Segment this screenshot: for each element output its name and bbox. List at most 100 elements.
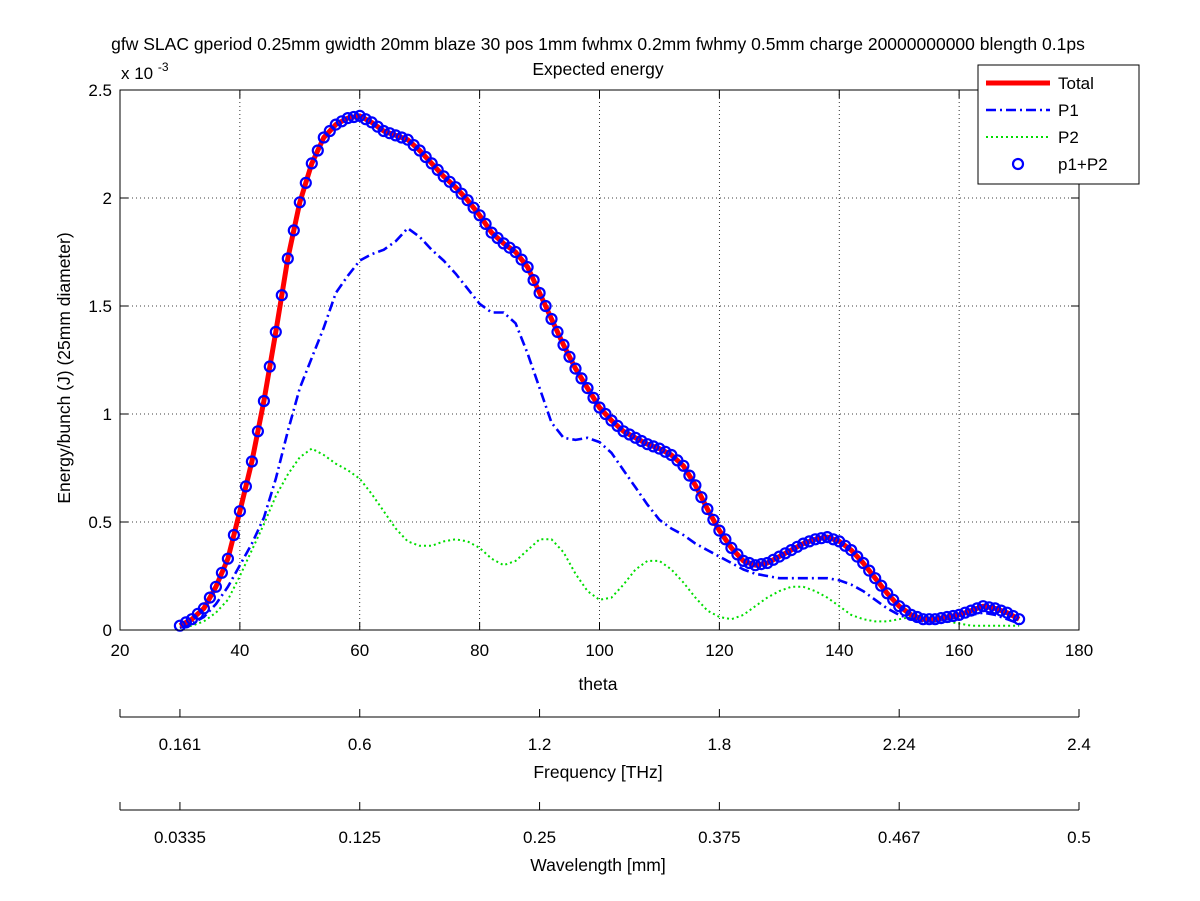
data-point [851, 550, 864, 563]
x-tick-label: 180 [1065, 641, 1093, 660]
data-point [527, 274, 540, 287]
legend-label: p1+P2 [1058, 155, 1108, 174]
data-point [587, 391, 600, 404]
data-point [359, 113, 372, 126]
data-point [269, 325, 282, 338]
data-point [821, 530, 834, 544]
data-point [863, 564, 876, 577]
series-line-p2 [179, 447, 1020, 629]
secondary-tick-label: 1.8 [708, 735, 732, 754]
data-point [779, 547, 792, 560]
data-point [1012, 613, 1026, 626]
y-tick-label: 2.5 [88, 81, 112, 100]
data-point [329, 118, 342, 131]
data-point [887, 593, 900, 606]
x-tick-label: 100 [585, 641, 613, 660]
data-point [641, 438, 654, 451]
data-point [857, 556, 870, 570]
data-point [701, 502, 714, 516]
data-point [809, 533, 822, 546]
data-point [964, 604, 978, 617]
data-point [1000, 606, 1014, 619]
data-point [251, 425, 264, 438]
data-point [509, 245, 522, 259]
data-point [533, 286, 546, 300]
data-point [419, 150, 432, 164]
data-point [569, 362, 582, 375]
secondary-tick-label: 0.5 [1067, 828, 1091, 847]
data-point [203, 591, 216, 604]
data-point [545, 312, 558, 326]
data-point [1006, 609, 1020, 623]
data-point [575, 372, 588, 385]
data-point [940, 610, 954, 624]
data-point [928, 613, 942, 626]
x-tick-label: 120 [705, 641, 733, 660]
data-point [934, 611, 948, 625]
data-point [461, 194, 474, 207]
series-layer [173, 109, 1026, 632]
data-point [875, 579, 888, 592]
data-point [425, 157, 438, 170]
data-point [539, 299, 552, 313]
data-point [257, 394, 270, 408]
data-point [341, 111, 354, 125]
data-point [479, 217, 492, 230]
data-point [743, 556, 756, 570]
data-point [659, 445, 672, 458]
series-line-p1 [179, 226, 1020, 630]
y-tick-label: 1.5 [88, 297, 112, 316]
data-point [911, 610, 924, 624]
legend-label: P1 [1058, 101, 1079, 120]
y-tick-label: 0 [103, 621, 112, 640]
data-point [827, 533, 840, 546]
data-point [785, 543, 798, 557]
secondary-tick-label: 1.2 [528, 735, 552, 754]
data-point [755, 557, 768, 571]
data-point [263, 360, 276, 373]
data-point [683, 469, 696, 482]
data-point [869, 572, 882, 585]
y-tick-label: 1 [103, 405, 112, 424]
legend-label: P2 [1058, 128, 1079, 147]
data-point [988, 602, 1002, 615]
data-point [946, 609, 960, 623]
secondary-axis-label: Frequency [THz] [533, 762, 662, 782]
secondary-axis-wavelength: 0.0335 0.125 0.25 0.375 0.467 0.5 Wavelength [… [119, 802, 1091, 875]
legend-swatch [1011, 157, 1025, 171]
data-point [617, 425, 630, 438]
x-tick-label: 140 [825, 641, 853, 660]
secondary-tick-label: 0.375 [698, 828, 741, 847]
data-point [970, 602, 984, 615]
data-point [179, 616, 192, 629]
data-point [917, 613, 930, 626]
data-point [635, 434, 648, 448]
data-point [299, 176, 312, 189]
data-point [707, 513, 720, 526]
legend-label: Total [1058, 74, 1094, 93]
data-point [923, 613, 936, 626]
data-point [737, 554, 750, 568]
x-tick-label: 80 [470, 641, 489, 660]
y-axis-label: Energy/bunch (J) (25mm diameter) [54, 232, 74, 503]
secondary-tick-label: 0.467 [878, 828, 921, 847]
y-exponent-base: x 10 [121, 64, 153, 83]
data-point [347, 110, 360, 124]
data-point [976, 600, 990, 613]
data-point [335, 115, 348, 128]
data-point [323, 124, 336, 138]
x-tick-label: 20 [111, 641, 130, 660]
data-point [629, 431, 642, 444]
chart-title: gfw SLAC gperiod 0.25mm gwidth 20mm blaz… [111, 34, 1085, 54]
data-point [803, 535, 816, 548]
x-tick-label: 60 [350, 641, 369, 660]
legend: Total P1 P2 p1+P2 [977, 64, 1140, 185]
data-point [293, 196, 306, 209]
data-point [473, 209, 486, 222]
data-point [761, 556, 774, 570]
data-point [677, 459, 690, 472]
data-point [581, 382, 594, 395]
secondary-axes: 0.161 0.6 1.2 1.8 2.24 2.4 Frequency [THz] 0.03… [119, 709, 1091, 875]
data-point [797, 537, 810, 550]
